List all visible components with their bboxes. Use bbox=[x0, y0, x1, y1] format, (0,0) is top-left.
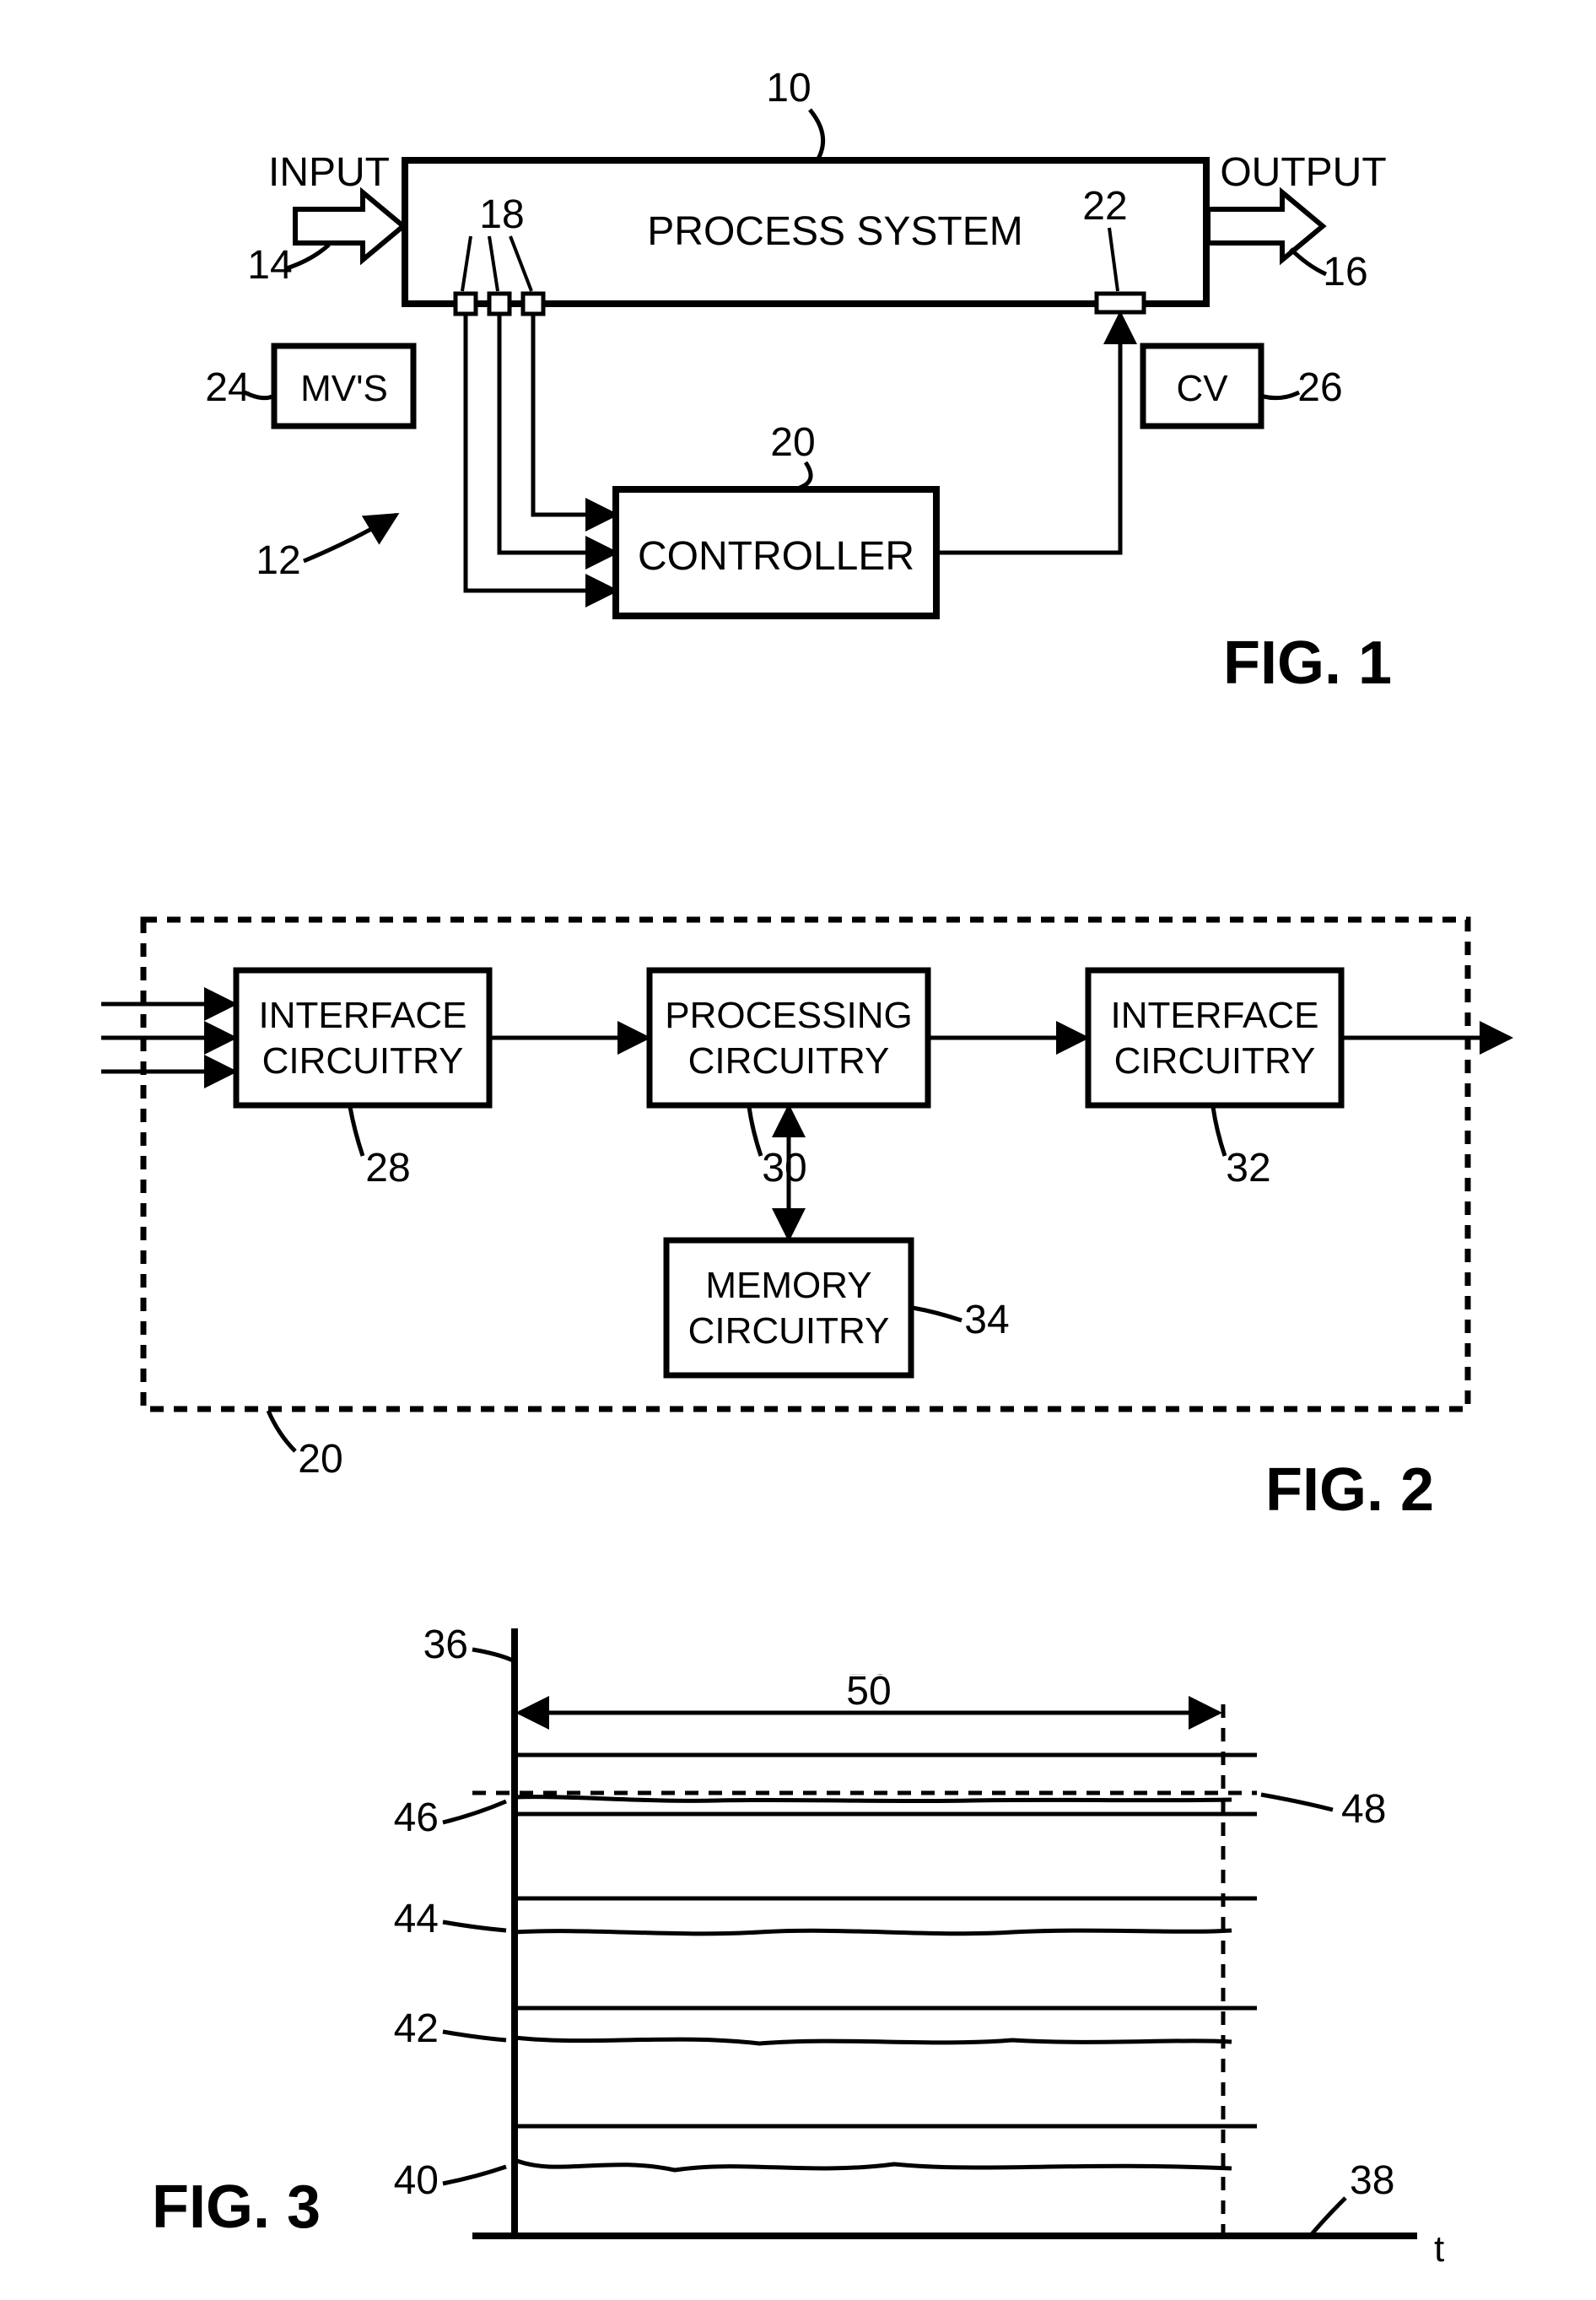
memory-l1: MEMORY bbox=[705, 1265, 871, 1306]
wire-s1 bbox=[466, 314, 616, 591]
input-label: INPUT bbox=[268, 150, 390, 195]
fig1-title: FIG. 1 bbox=[1223, 629, 1392, 697]
wave-42 bbox=[515, 2038, 1232, 2044]
processing-l2: CIRCUITRY bbox=[688, 1040, 890, 1082]
leader-30 bbox=[749, 1107, 761, 1156]
ref-32: 32 bbox=[1226, 1146, 1270, 1190]
ref-40: 40 bbox=[394, 2158, 439, 2203]
processing-l1: PROCESSING bbox=[665, 995, 912, 1036]
sensor-2 bbox=[489, 294, 510, 314]
output-label: OUTPUT bbox=[1220, 150, 1386, 195]
ref-14: 14 bbox=[247, 243, 292, 288]
ref-34: 34 bbox=[964, 1298, 1009, 1342]
diagram-root: PROCESS SYSTEM 10 18 22 CONTROLLER 20 MV… bbox=[0, 0, 1596, 2300]
leader-40 bbox=[443, 2167, 506, 2184]
cv-label: CV bbox=[1176, 368, 1228, 409]
interface2-box bbox=[1088, 970, 1341, 1105]
processing-box bbox=[650, 970, 928, 1105]
ref-12: 12 bbox=[256, 538, 300, 583]
ref-48: 48 bbox=[1341, 1787, 1386, 1832]
axis-t-label: t bbox=[1434, 2228, 1444, 2270]
wire-s2 bbox=[499, 314, 616, 553]
leader-20 bbox=[800, 462, 811, 488]
leader-28 bbox=[350, 1107, 363, 1156]
interface1-l2: CIRCUITRY bbox=[262, 1040, 464, 1082]
ref-50b: 50 bbox=[846, 1669, 891, 1714]
memory-l2: CIRCUITRY bbox=[688, 1310, 890, 1352]
interface1-l1: INTERFACE bbox=[259, 995, 467, 1036]
interface2-l2: CIRCUITRY bbox=[1114, 1040, 1316, 1082]
ref-10: 10 bbox=[766, 66, 811, 111]
actuator-22 bbox=[1097, 294, 1144, 312]
leader-38 bbox=[1312, 2198, 1345, 2234]
fig2-title: FIG. 2 bbox=[1265, 1456, 1434, 1524]
ref-26: 26 bbox=[1297, 365, 1342, 410]
ref-30: 30 bbox=[762, 1146, 806, 1190]
interface2-l1: INTERFACE bbox=[1111, 995, 1319, 1036]
leader-20b bbox=[268, 1411, 295, 1451]
ref-28: 28 bbox=[365, 1146, 410, 1190]
memory-box bbox=[666, 1240, 911, 1375]
controller-label: CONTROLLER bbox=[638, 534, 914, 579]
wave-40 bbox=[515, 2160, 1232, 2170]
leader-48 bbox=[1261, 1795, 1333, 1810]
fig1: PROCESS SYSTEM 10 18 22 CONTROLLER 20 MV… bbox=[205, 66, 1392, 697]
leader-44 bbox=[443, 1922, 506, 1930]
fig3: t 50 50 36 46 44 42 40 48 bbox=[152, 1622, 1444, 2270]
leader-16 bbox=[1291, 249, 1326, 274]
ref-42: 42 bbox=[394, 2006, 439, 2051]
leader-14 bbox=[287, 245, 329, 268]
process-system-label: PROCESS SYSTEM bbox=[647, 209, 1022, 254]
sensor-1 bbox=[456, 294, 476, 314]
leader-12 bbox=[304, 515, 396, 561]
ref-36: 36 bbox=[423, 1622, 468, 1667]
wire-s3 bbox=[533, 314, 616, 515]
leader-10 bbox=[810, 110, 823, 159]
ref-20b: 20 bbox=[298, 1437, 342, 1482]
fig3-title: FIG. 3 bbox=[152, 2173, 321, 2241]
interface1-box bbox=[236, 970, 489, 1105]
ref-22: 22 bbox=[1082, 184, 1127, 229]
ref-24: 24 bbox=[205, 365, 250, 410]
ref-46: 46 bbox=[394, 1795, 439, 1840]
wave-44 bbox=[515, 1930, 1232, 1934]
fig2: INTERFACE CIRCUITRY PROCESSING CIRCUITRY… bbox=[101, 920, 1510, 1524]
leader-34 bbox=[913, 1308, 962, 1320]
leader-36 bbox=[472, 1649, 513, 1660]
ref-16: 16 bbox=[1323, 250, 1367, 294]
wave-46 bbox=[515, 1797, 1232, 1801]
input-arrow-icon bbox=[295, 192, 403, 260]
ref-18: 18 bbox=[479, 192, 524, 237]
leader-26 bbox=[1264, 392, 1299, 398]
ref-20: 20 bbox=[770, 420, 815, 465]
output-arrow-icon bbox=[1208, 192, 1323, 260]
ref-44: 44 bbox=[394, 1897, 439, 1941]
wire-ctrl-out bbox=[936, 314, 1120, 553]
leader-46 bbox=[443, 1801, 506, 1822]
leader-42 bbox=[443, 2032, 506, 2040]
sensor-3 bbox=[523, 294, 543, 314]
ref-38: 38 bbox=[1350, 2158, 1394, 2203]
leader-32 bbox=[1213, 1107, 1225, 1156]
mvs-label: MV'S bbox=[300, 368, 388, 409]
